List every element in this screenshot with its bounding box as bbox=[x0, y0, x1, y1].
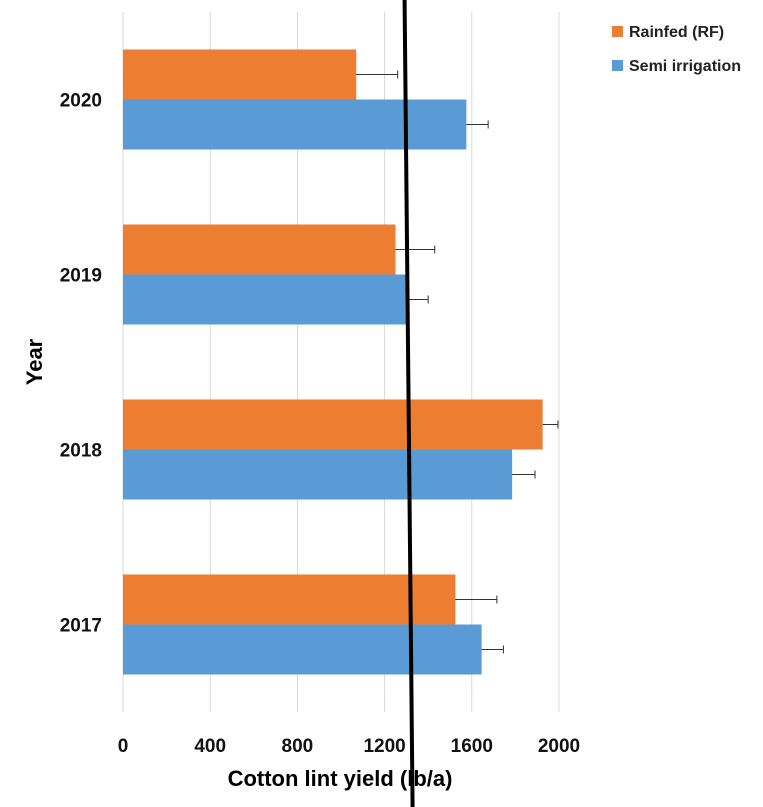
bar-semi-irrigation-2017 bbox=[123, 624, 482, 675]
y-tick-label: 2018 bbox=[60, 441, 102, 462]
bar-rainfed-2020 bbox=[123, 49, 357, 100]
error-bar bbox=[406, 295, 429, 304]
error-bar bbox=[481, 645, 504, 654]
error-bars bbox=[356, 70, 559, 654]
x-tick-label: 400 bbox=[194, 736, 226, 757]
reference-line bbox=[402, 0, 415, 807]
y-axis-title: Year bbox=[22, 338, 47, 385]
bars bbox=[123, 49, 543, 675]
bar-rainfed-2019 bbox=[123, 224, 396, 275]
legend-label-semi-irrigation: Semi irrigation bbox=[629, 58, 741, 75]
error-bar bbox=[542, 420, 559, 429]
legend-label-rainfed: Rainfed (RF) bbox=[629, 24, 724, 41]
bar-rainfed-2017 bbox=[123, 574, 456, 625]
error-bar bbox=[512, 470, 536, 479]
x-tick-label: 1600 bbox=[451, 736, 493, 757]
x-axis-title: Cotton lint yield (lb/a) bbox=[228, 766, 453, 791]
tick-labels: 0 400 800 1200 1600 2000 2017 2018 2019 2020 bbox=[60, 91, 580, 758]
error-bar bbox=[356, 70, 399, 79]
bar-semi-irrigation-2019 bbox=[123, 274, 407, 325]
y-tick-label: 2019 bbox=[60, 266, 102, 287]
legend-swatch-rainfed bbox=[612, 26, 623, 37]
x-tick-label: 2000 bbox=[538, 736, 580, 757]
bar-rainfed-2018 bbox=[123, 399, 543, 450]
legend: Rainfed (RF) Semi irrigation bbox=[612, 24, 741, 75]
y-tick-label: 2017 bbox=[60, 616, 102, 637]
bar-semi-irrigation-2018 bbox=[123, 449, 513, 500]
error-bar bbox=[395, 245, 436, 254]
x-tick-label: 0 bbox=[118, 736, 129, 757]
bar-semi-irrigation-2020 bbox=[123, 99, 467, 150]
legend-swatch-semi-irrigation bbox=[612, 60, 623, 71]
x-tick-label: 800 bbox=[282, 736, 314, 757]
error-bar bbox=[466, 120, 489, 129]
error-bar bbox=[455, 595, 498, 604]
y-tick-label: 2020 bbox=[60, 91, 102, 112]
x-tick-label: 1200 bbox=[363, 736, 405, 757]
